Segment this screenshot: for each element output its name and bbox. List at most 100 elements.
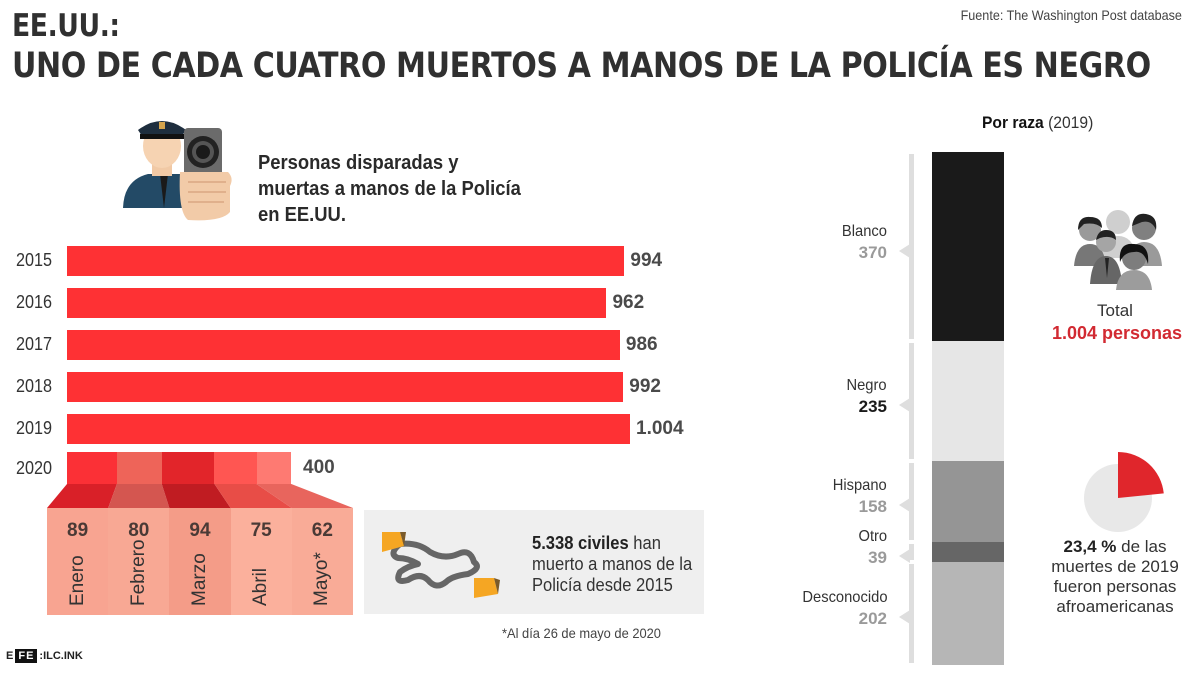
bar-value-2017: 986 [625,334,658,355]
monthly-breakdown: 89 Enero 80 Febrero 94 Marzo 75 Abril 62 Mayo* [47,508,353,615]
bar-value-2016: 962 [612,292,645,313]
race-value-blanco: 370 [858,242,887,262]
pie-slice-afroamericanas [1118,452,1164,498]
year-label-2018: 2018 [16,376,53,396]
race-axis-bracket [909,463,914,540]
percentage-text-4: afroamericanas [1056,597,1174,616]
race-axis-bracket [909,154,914,340]
bar-value-2019: 1.004 [636,418,684,439]
logo-left: E [6,650,14,662]
percentage-text-1: de las [1116,537,1167,556]
month-value: 89 [67,520,89,541]
source-note: Fuente: The Washington Post database [960,7,1182,23]
segment-2020-mayo [256,452,292,484]
month-value: 62 [311,520,333,541]
race-label-otro: Otro [858,527,887,545]
bar-2019 [67,414,630,444]
footnote: *Al día 26 de mayo de 2020 [502,625,661,641]
race-axis-bracket [909,563,914,663]
pie-chart [1084,452,1164,532]
logo-right: :ILC.INK [39,650,83,662]
race-title-year: (2019) [1048,113,1094,132]
month-cell: 80 Febrero [108,508,170,615]
race-value-negro: 235 [858,397,887,417]
year-label-2019: 2019 [16,418,53,438]
bar-value-2020: 400 [303,457,335,478]
race-label-negro: Negro [846,377,887,395]
month-cell: 94 Marzo [169,508,231,615]
year-label-2017: 2017 [16,334,53,354]
month-cell: 62 Mayo* [291,508,353,615]
race-segment-negro [932,341,1004,462]
race-title-bold: Por raza [982,113,1044,132]
fold-enero [47,484,117,508]
race-label-hispano: Hispano [832,477,887,495]
fold-abril [214,484,292,508]
race-label-desconocido: Desconocido [801,589,887,607]
race-value-otro: 39 [868,547,887,567]
title-line-2: UNO DE CADA CUATRO MUERTOS A MANOS DE LA… [12,46,1151,86]
percentage-text-2: muertes de 2019 [1051,557,1179,576]
civilians-count: 5.338 civiles [532,533,629,553]
month-name: Mayo* [311,552,333,606]
fold-marzo [161,484,231,508]
race-pointer [899,398,910,413]
percentage-value: 23,4 % [1063,537,1117,556]
group-of-people-icon [1074,210,1162,290]
segment-2020-febrero [116,452,162,484]
fold-mayo [256,484,353,508]
month-name: Marzo [188,553,210,606]
police-officer-with-gun-icon [123,121,232,221]
fold-febrero [108,484,170,508]
civilians-text-3: Policía desde 2015 [532,575,673,595]
race-value-hispano: 158 [858,497,887,517]
month-name: Enero [66,555,88,606]
race-segment-desconocido [932,561,1004,665]
bar-2020-monthly [67,452,292,484]
month-value: 94 [189,520,211,541]
race-pointer [899,243,910,258]
bar-2018 [67,372,624,402]
percentage-text: 23,4 % de las muertes de 2019 fueron per… [1040,537,1190,617]
month-value: 80 [128,520,150,541]
bar-chart-title: Personas disparadas y muertas a manos de… [258,150,525,228]
race-chart-title: Por raza (2019) [982,113,1093,133]
bar-2017 [67,330,620,360]
logo-box: FE [15,649,38,663]
total-label: Total [1097,301,1133,320]
race-pointer [899,498,910,513]
civilians-callout [364,510,704,614]
month-name: Febrero [127,539,149,606]
month-name: Abril [250,567,272,606]
civilians-text-1: han [628,533,661,553]
year-label-2016: 2016 [16,292,53,312]
civilians-text: 5.338 civiles han muerto a manos de la P… [532,533,692,596]
chalk-outline-body-icon [382,532,500,598]
race-segment-otro [932,541,1004,562]
race-pointer [899,548,910,563]
year-label-2020: 2020 [16,458,53,478]
race-axis-bracket [909,543,914,560]
month-cell: 89 Enero [47,508,109,615]
segment-2020-marzo [161,452,215,484]
race-value-desconocido: 202 [858,609,887,629]
race-pointer [899,610,910,625]
race-segment-hispano [932,461,1004,542]
segment-2020-enero [67,452,117,484]
bar-2015 [67,246,625,276]
bar-2016 [67,288,607,318]
efe-logo: E FE :ILC.INK [6,649,83,663]
civilians-text-2: muerto a manos de la [532,554,693,574]
segment-2020-abril [214,452,257,484]
month-cell: 75 Abril [230,508,292,615]
race-label-blanco: Blanco [841,222,887,240]
race-axis-bracket [909,343,914,460]
bar-value-2018: 992 [629,376,661,397]
total-value: 1.004 personas [1051,323,1183,343]
year-label-2015: 2015 [16,250,53,270]
bar-chart-title-text: Personas disparadas y muertas a manos de… [258,152,521,226]
race-segment-blanco [932,152,1004,342]
bar-value-2015: 994 [630,250,663,271]
title-line-1: EE.UU.: [12,8,120,44]
percentage-text-3: fueron personas [1053,577,1177,596]
